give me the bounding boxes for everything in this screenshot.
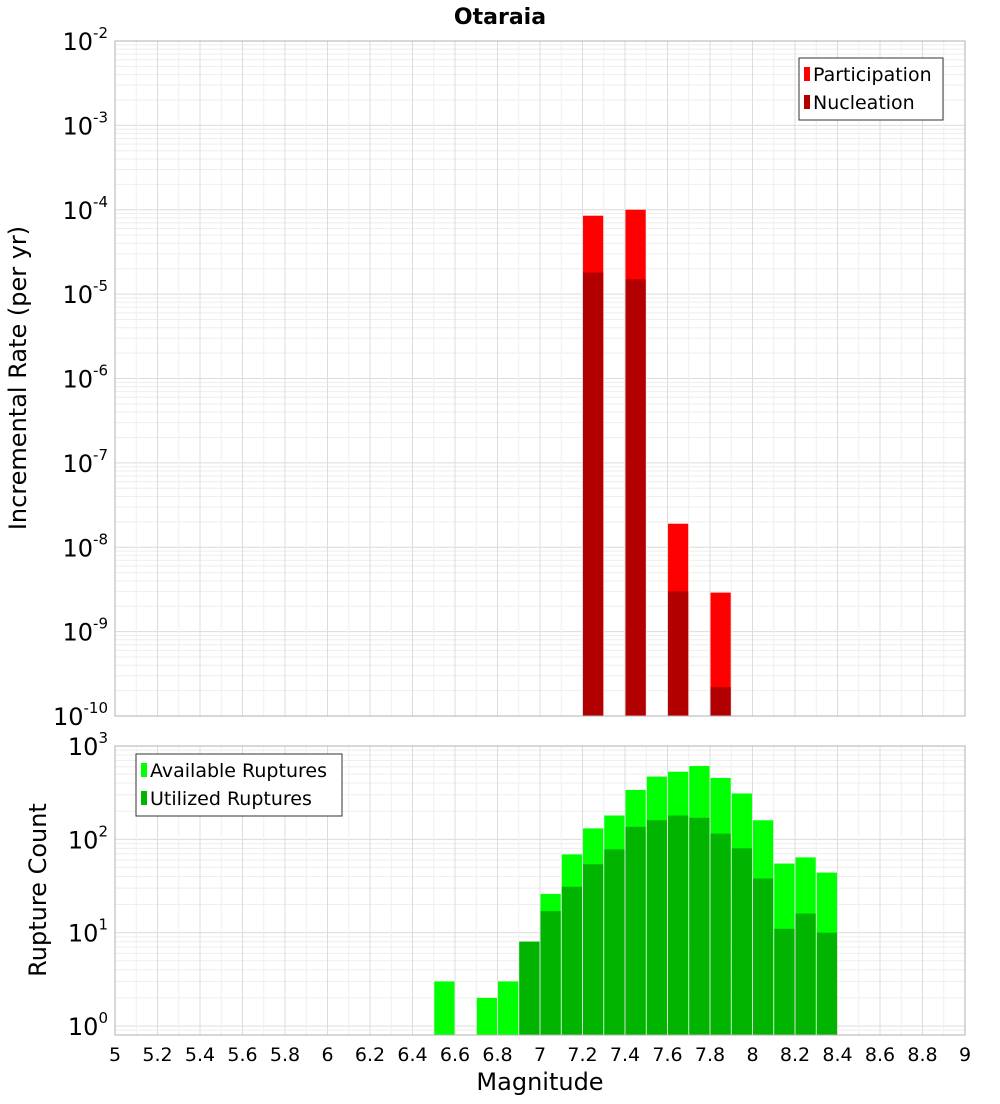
chart-bar [753, 878, 774, 1035]
legend-swatch [804, 67, 810, 81]
chart-bar [774, 928, 795, 1035]
x-tick-label: 8.6 [865, 1044, 895, 1066]
chart-bar [476, 997, 497, 1035]
y-tick-label: 10-6 [62, 362, 108, 394]
y-tick-label: 10-4 [62, 193, 108, 225]
x-tick-label: 5 [109, 1044, 121, 1066]
x-tick-label: 8.8 [907, 1044, 937, 1066]
legend-label: Nucleation [813, 92, 915, 114]
chart-bar [561, 886, 582, 1035]
chart-bar [625, 826, 646, 1035]
y-tick-label: 10-10 [53, 699, 108, 731]
chart-bar [498, 981, 519, 1035]
legend-label: Available Ruptures [150, 760, 327, 782]
legend-label: Utilized Ruptures [150, 788, 312, 810]
chart-bar [540, 911, 561, 1035]
chart-bar [519, 941, 540, 1035]
legend-swatch [141, 791, 147, 805]
chart-bar [668, 815, 689, 1035]
x-tick-label: 7.4 [610, 1044, 640, 1066]
y-tick-label: 10-8 [62, 530, 108, 562]
x-tick-label: 9 [959, 1044, 971, 1066]
plot-frame [114, 745, 966, 1036]
y-tick-label: 101 [68, 916, 108, 948]
legend-box [135, 753, 343, 817]
chart-bar [710, 687, 731, 716]
x-tick-label: 5.6 [227, 1044, 257, 1066]
chart-bar [646, 820, 667, 1035]
y-tick-label: 10-5 [62, 277, 108, 309]
chart-bar [604, 849, 625, 1035]
x-tick-label: 7 [534, 1044, 546, 1066]
x-tick-label: 6.6 [440, 1044, 470, 1066]
x-tick-label: 6.2 [355, 1044, 385, 1066]
legend-box [798, 57, 944, 121]
x-tick-label: 8.4 [822, 1044, 852, 1066]
legend-swatch [141, 763, 147, 777]
chart-bar [731, 848, 752, 1035]
chart-bar [434, 981, 455, 1035]
x-tick-label: 6.4 [397, 1044, 427, 1066]
chart-bar [583, 864, 604, 1035]
y-tick-label: 103 [68, 729, 108, 761]
y-tick-label: 10-9 [62, 615, 108, 647]
chart-bar [795, 913, 816, 1035]
y-tick-label: 10-3 [62, 108, 108, 140]
y-tick-label: 102 [68, 822, 108, 854]
legend-label: Participation [813, 64, 932, 86]
chart-bar [816, 932, 837, 1035]
x-tick-label: 8.2 [780, 1044, 810, 1066]
x-tick-label: 7.6 [652, 1044, 682, 1066]
chart-bar [689, 817, 710, 1035]
legend-swatch [804, 95, 810, 109]
x-tick-label: 8 [746, 1044, 758, 1066]
chart-bar [625, 279, 646, 716]
chart-bar [583, 272, 604, 716]
y-tick-label: 100 [68, 1009, 108, 1041]
x-tick-label: 5.4 [185, 1044, 215, 1066]
x-tick-label: 7.8 [695, 1044, 725, 1066]
x-tick-label: 5.8 [270, 1044, 300, 1066]
top-y-axis-title: Incremental Rate (per yr) [4, 226, 32, 530]
x-tick-label: 7.2 [567, 1044, 597, 1066]
chart-bar [710, 592, 731, 716]
bottom-y-axis-title: Rupture Count [24, 803, 52, 977]
chart-bar [668, 591, 689, 716]
x-tick-label: 6.8 [482, 1044, 512, 1066]
y-tick-label: 10-2 [62, 24, 108, 56]
x-tick-label: 6 [321, 1044, 333, 1066]
x-tick-label: 5.2 [142, 1044, 172, 1066]
y-tick-label: 10-7 [62, 446, 108, 478]
chart-bar [710, 833, 731, 1035]
plot-frame [114, 40, 966, 717]
chart-title: Otaraia [454, 5, 546, 30]
x-axis-title: Magnitude [476, 1068, 603, 1096]
